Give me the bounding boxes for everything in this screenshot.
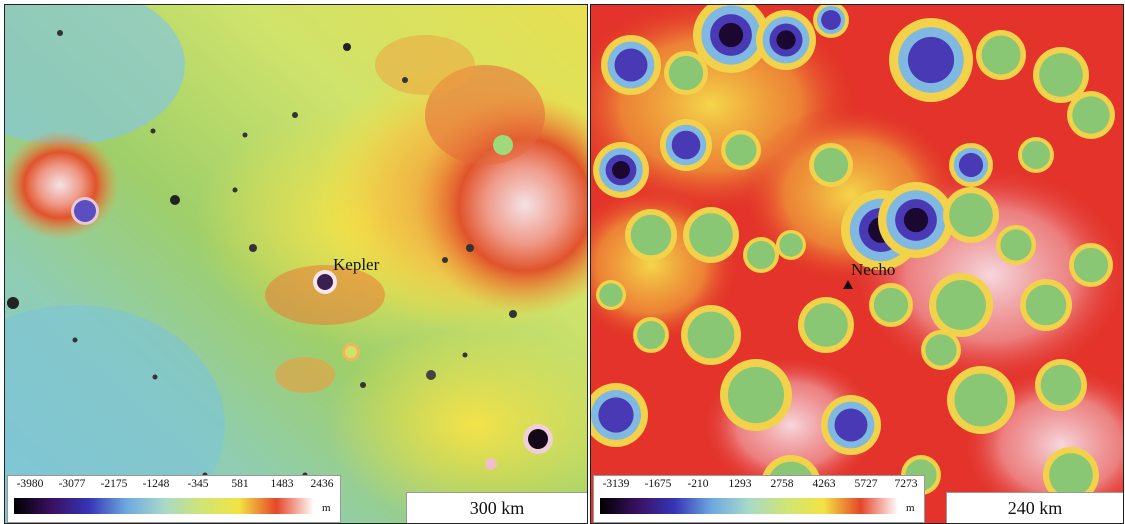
- right-crater-markings: [591, 5, 1115, 515]
- crater-deepest-floor: [776, 30, 796, 50]
- left-legend-tick: -345: [187, 478, 209, 490]
- crater-deepest-floor: [718, 22, 744, 48]
- crater-deep-floor: [821, 10, 841, 30]
- crater-floor: [746, 240, 776, 270]
- crater-floor: [1039, 53, 1083, 97]
- right-legend-tick: 5727: [854, 478, 878, 490]
- crater-floor: [636, 320, 666, 350]
- left-legend-tick: -3980: [16, 478, 44, 490]
- crater-floor: [725, 134, 757, 166]
- left-legend-ticks: -3980 -3077 -2175 -1248 -345 581 1483 24…: [8, 478, 340, 492]
- crater-floor: [936, 280, 986, 330]
- crater-deep-floor: [614, 48, 648, 82]
- necho-crater-label: Necho: [851, 260, 896, 279]
- crater-floor: [1025, 284, 1067, 326]
- right-legend-tick: -3139: [602, 478, 630, 490]
- crater-floor: [599, 283, 623, 307]
- crater-floor: [1000, 229, 1032, 261]
- left-crater-markings: [7, 30, 553, 478]
- crater-floor: [1073, 247, 1109, 283]
- left-scale-bar: 300 km: [406, 492, 587, 523]
- right-colorbar: [600, 498, 898, 514]
- left-colorbar: [14, 498, 314, 514]
- crater-deepest-floor: [612, 161, 630, 179]
- kepler-crater-label: Kepler: [333, 255, 380, 274]
- crater-floor: [981, 35, 1021, 75]
- crater-floor: [687, 311, 735, 359]
- left-elevation-legend: -3980 -3077 -2175 -1248 -345 581 1483 24…: [7, 475, 341, 523]
- left-terrain-image: [5, 5, 587, 523]
- crater-deep-floor: [958, 152, 984, 178]
- crater-deep-floor: [671, 130, 701, 160]
- crater-floor: [1040, 364, 1082, 406]
- crater-floor: [954, 373, 1008, 427]
- crater-floor: [1072, 96, 1110, 134]
- right-legend-tick: 1293: [728, 478, 752, 490]
- left-legend-tick: 581: [231, 478, 249, 490]
- crater-floor: [630, 214, 672, 256]
- right-scale-bar: 240 km: [946, 492, 1123, 523]
- left-legend-tick: -1248: [142, 478, 170, 490]
- crater-deep-floor: [834, 408, 868, 442]
- left-legend-tick: 2436: [310, 478, 334, 490]
- crater-floor: [1049, 453, 1093, 497]
- crater-floor: [873, 287, 909, 323]
- crater-floor: [925, 334, 957, 366]
- right-terrain-image: [591, 5, 1123, 523]
- crater-floor: [949, 193, 993, 237]
- right-topography-map: Necho -3139 -1675 -210 1293 2758 4263 57…: [590, 4, 1124, 524]
- right-legend-ticks: -3139 -1675 -210 1293 2758 4263 5727 727…: [594, 478, 924, 492]
- left-legend-tick: -3077: [58, 478, 86, 490]
- right-legend-tick: 4263: [812, 478, 836, 490]
- crater-floor: [1021, 140, 1051, 170]
- crater-floor: [804, 303, 848, 347]
- right-legend-tick: 2758: [770, 478, 794, 490]
- left-legend-tick: -2175: [100, 478, 128, 490]
- crater-deep-floor: [598, 397, 634, 433]
- crater-floor: [668, 55, 704, 91]
- right-legend-unit: m: [906, 502, 915, 514]
- left-legend-tick: 1483: [270, 478, 294, 490]
- necho-location-marker: [843, 280, 853, 289]
- crater-deep-floor: [907, 36, 955, 84]
- left-topography-map: Kepler -3980 -3077 -2175 -1248 -345 581 …: [4, 4, 588, 524]
- right-legend-tick: -1675: [644, 478, 672, 490]
- crater-floor: [727, 366, 785, 424]
- right-elevation-legend: -3139 -1675 -210 1293 2758 4263 5727 727…: [593, 475, 925, 523]
- left-legend-unit: m: [322, 502, 331, 514]
- crater-floor: [689, 213, 733, 257]
- crater-floor: [779, 233, 803, 257]
- right-legend-tick: 7273: [894, 478, 918, 490]
- right-legend-tick: -210: [687, 478, 709, 490]
- crater-floor: [813, 147, 849, 183]
- crater-deepest-floor: [903, 207, 929, 233]
